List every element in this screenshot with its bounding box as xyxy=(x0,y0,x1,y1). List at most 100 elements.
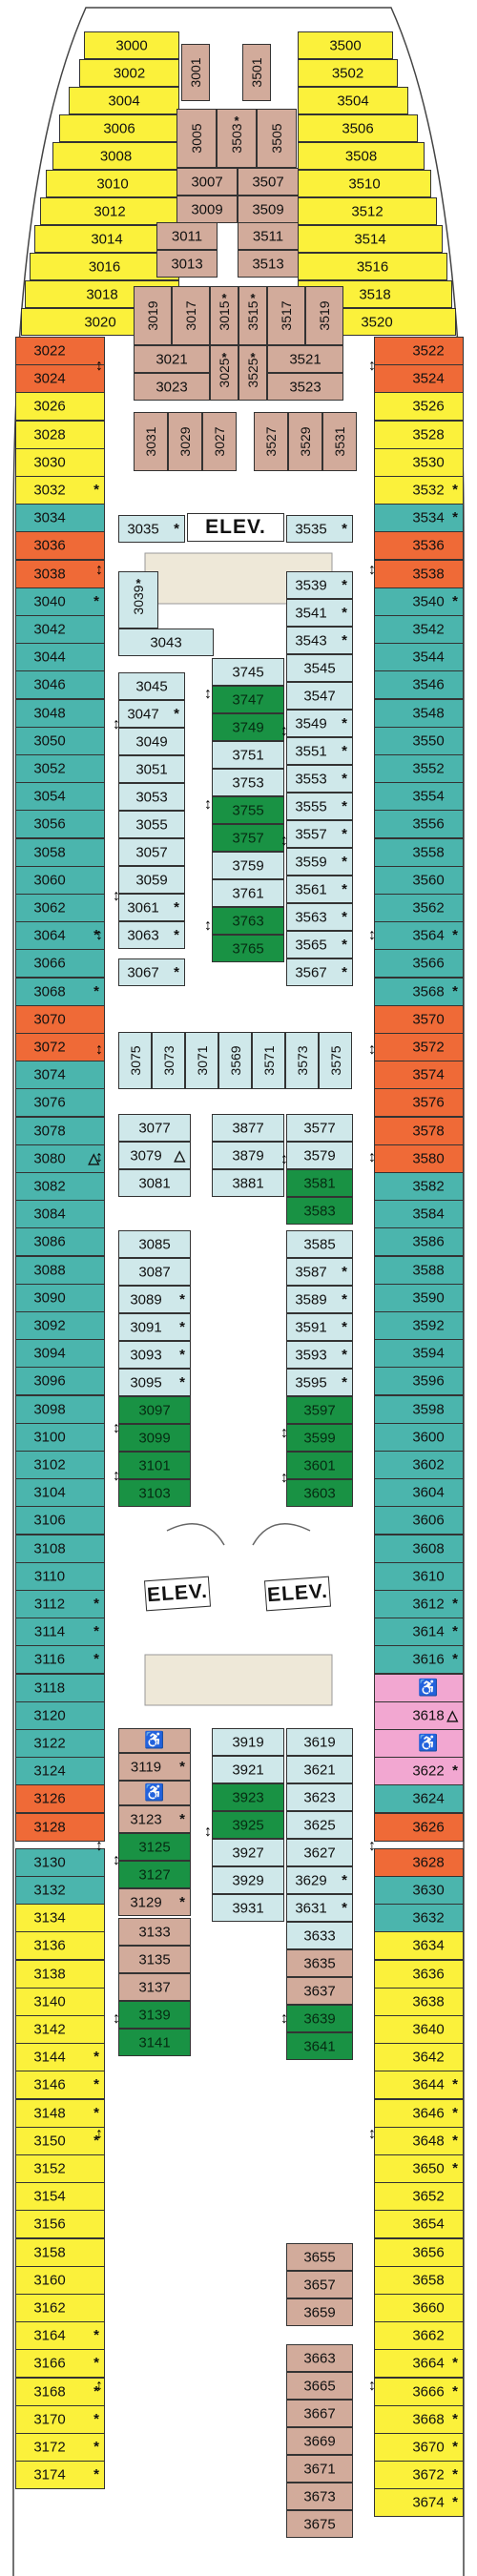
cabin-3050[interactable]: 3050 xyxy=(15,727,105,755)
cabin-3538[interactable]: 3538 xyxy=(374,560,464,588)
cabin-3067[interactable]: 3067 * xyxy=(118,958,185,986)
cabin-3044[interactable]: 3044 xyxy=(15,643,105,671)
cabin-3621[interactable]: 3621 xyxy=(286,1756,353,1783)
cabin-3588[interactable]: 3588 xyxy=(374,1256,464,1285)
cabin-3631[interactable]: 3631 * xyxy=(286,1894,353,1922)
cabin-3156[interactable]: 3156 xyxy=(15,2210,105,2238)
cabin-3557[interactable]: 3557 * xyxy=(286,820,353,848)
cabin-3028[interactable]: 3028 xyxy=(15,421,105,449)
cabin-3568[interactable]: 3568 * xyxy=(374,978,464,1006)
cabin-3625[interactable]: 3625 xyxy=(286,1811,353,1839)
cabin-3660[interactable]: 3660 xyxy=(374,2294,464,2322)
cabin-3056[interactable]: 3056 xyxy=(15,810,105,838)
cabin-3654[interactable]: 3654 xyxy=(374,2210,464,2238)
cabin-3566[interactable]: 3566 xyxy=(374,949,464,978)
cabin-3140[interactable]: 3140 xyxy=(15,1988,105,2016)
cabin-3168[interactable]: 3168 * xyxy=(15,2378,105,2406)
cabin-3063[interactable]: 3063 * xyxy=(118,921,185,949)
cabin-3024[interactable]: 3024 xyxy=(15,364,105,393)
cabin-3519[interactable]: 3519 xyxy=(305,286,343,345)
cabin-3567[interactable]: 3567 * xyxy=(286,958,353,986)
cabin-3539[interactable]: 3539 * xyxy=(286,571,353,599)
cabin-3517[interactable]: 3517 xyxy=(267,286,305,345)
cabin-3526[interactable]: 3526 xyxy=(374,392,464,421)
cabin-3543[interactable]: 3543 * xyxy=(286,627,353,654)
cabin-3521[interactable]: 3521 xyxy=(267,345,343,373)
cabin-3099[interactable]: 3099 xyxy=(118,1424,191,1452)
cabin-3597[interactable]: 3597 xyxy=(286,1396,353,1424)
cabin-3072[interactable]: 3072 xyxy=(15,1033,105,1061)
cabin-3058[interactable]: 3058 xyxy=(15,838,105,867)
cabin-3146[interactable]: 3146 * xyxy=(15,2071,105,2099)
cabin-3089[interactable]: 3089 * xyxy=(118,1286,191,1313)
cabin-3637[interactable]: 3637 xyxy=(286,1977,353,2005)
cabin-3565[interactable]: 3565 * xyxy=(286,931,353,958)
cabin-3144[interactable]: 3144 * xyxy=(15,2043,105,2071)
cabin-3075[interactable]: 3075 xyxy=(118,1032,152,1089)
cabin-3528[interactable]: 3528 xyxy=(374,421,464,449)
cabin-3511[interactable]: 3511 xyxy=(238,222,299,250)
cabin-3608[interactable]: 3608 xyxy=(374,1535,464,1563)
cabin-3022[interactable]: 3022 xyxy=(15,337,105,365)
cabin-3577[interactable]: 3577 xyxy=(286,1114,353,1142)
cabin-3504[interactable]: 3504 xyxy=(298,87,408,114)
cabin-3055[interactable]: 3055 xyxy=(118,811,185,838)
cabin-3031[interactable]: 3031 xyxy=(134,412,168,471)
cabin-3657[interactable]: 3657 xyxy=(286,2271,353,2298)
cabin-3174[interactable]: 3174 * xyxy=(15,2461,105,2489)
cabin-3170[interactable]: 3170 * xyxy=(15,2405,105,2434)
accessible-cabin[interactable]: ♿ xyxy=(374,1729,464,1758)
cabin-3541[interactable]: 3541 * xyxy=(286,599,353,627)
cabin-3663[interactable]: 3663 xyxy=(286,2344,353,2372)
cabin-3516[interactable]: 3516 xyxy=(298,253,447,280)
cabin-3745[interactable]: 3745 xyxy=(212,658,284,686)
cabin-3632[interactable]: 3632 xyxy=(374,1904,464,1932)
cabin-3881[interactable]: 3881 xyxy=(212,1169,284,1197)
cabin-3578[interactable]: 3578 xyxy=(374,1117,464,1145)
cabin-3674[interactable]: 3674 * xyxy=(374,2488,464,2517)
cabin-3508[interactable]: 3508 xyxy=(298,142,425,170)
cabin-3590[interactable]: 3590 xyxy=(374,1284,464,1312)
cabin-3603[interactable]: 3603 xyxy=(286,1479,353,1507)
cabin-3098[interactable]: 3098 xyxy=(15,1395,105,1424)
cabin-3000[interactable]: 3000 xyxy=(84,31,179,59)
cabin-3071[interactable]: 3071 xyxy=(185,1032,218,1089)
cabin-3038[interactable]: 3038 xyxy=(15,560,105,588)
cabin-3510[interactable]: 3510 xyxy=(298,170,431,197)
cabin-3622[interactable]: 3622 * xyxy=(374,1757,464,1785)
cabin-3761[interactable]: 3761 xyxy=(212,879,284,907)
cabin-3556[interactable]: 3556 xyxy=(374,810,464,838)
cabin-3162[interactable]: 3162 xyxy=(15,2294,105,2322)
cabin-3581[interactable]: 3581 xyxy=(286,1169,353,1197)
cabin-3141[interactable]: 3141 xyxy=(118,2029,191,2056)
cabin-3572[interactable]: 3572 xyxy=(374,1033,464,1061)
cabin-3755[interactable]: 3755 xyxy=(212,796,284,824)
cabin-3596[interactable]: 3596 xyxy=(374,1367,464,1395)
cabin-3618[interactable]: 3618 △ xyxy=(374,1701,464,1730)
cabin-3612[interactable]: 3612 * xyxy=(374,1590,464,1618)
cabin-3672[interactable]: 3672 * xyxy=(374,2461,464,2489)
cabin-3675[interactable]: 3675 xyxy=(286,2510,353,2538)
cabin-3120[interactable]: 3120 xyxy=(15,1701,105,1730)
cabin-3562[interactable]: 3562 xyxy=(374,894,464,922)
cabin-3172[interactable]: 3172 * xyxy=(15,2433,105,2462)
cabin-3021[interactable]: 3021 xyxy=(134,345,210,373)
cabin-3100[interactable]: 3100 xyxy=(15,1423,105,1452)
cabin-3673[interactable]: 3673 xyxy=(286,2483,353,2510)
cabin-3554[interactable]: 3554 xyxy=(374,782,464,811)
cabin-3042[interactable]: 3042 xyxy=(15,615,105,644)
cabin-3619[interactable]: 3619 xyxy=(286,1728,353,1756)
cabin-3119[interactable]: 3119 * xyxy=(118,1753,191,1781)
cabin-3523[interactable]: 3523 xyxy=(267,373,343,401)
cabin-3639[interactable]: 3639 xyxy=(286,2005,353,2032)
cabin-3093[interactable]: 3093 * xyxy=(118,1341,191,1369)
cabin-3027[interactable]: 3027 xyxy=(202,412,237,471)
cabin-3040[interactable]: 3040 * xyxy=(15,587,105,616)
cabin-3665[interactable]: 3665 xyxy=(286,2372,353,2400)
cabin-3749[interactable]: 3749 xyxy=(212,713,284,741)
cabin-3641[interactable]: 3641 xyxy=(286,2032,353,2060)
cabin-3150[interactable]: 3150 * xyxy=(15,2127,105,2155)
cabin-3561[interactable]: 3561 * xyxy=(286,876,353,903)
cabin-3515[interactable]: 3515 * xyxy=(238,286,267,345)
cabin-3614[interactable]: 3614 * xyxy=(374,1618,464,1646)
